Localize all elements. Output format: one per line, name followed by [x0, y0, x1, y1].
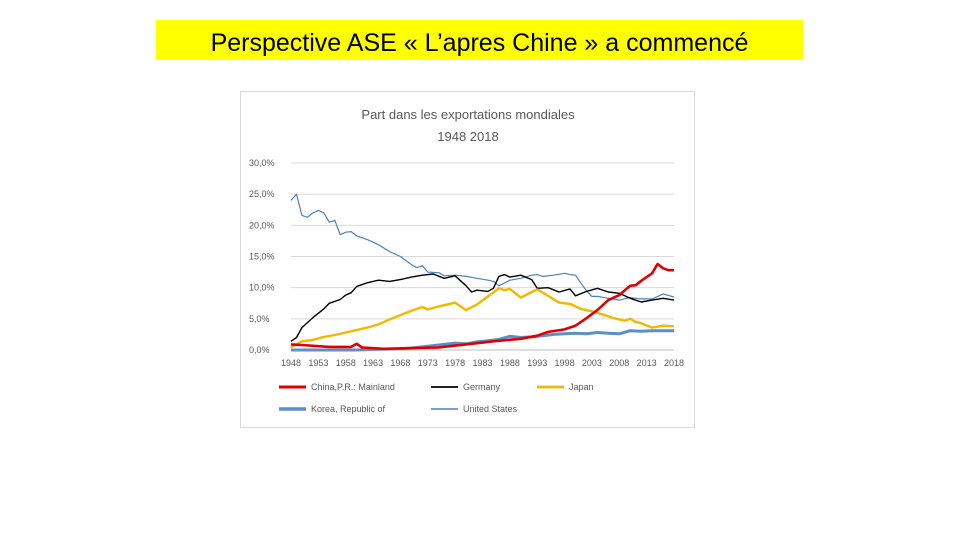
series-line-2	[290, 287, 675, 349]
series-line-0	[290, 262, 674, 351]
x-tick-label: 1948	[281, 358, 301, 368]
y-tick-label: 15,0%	[249, 252, 275, 262]
chart-subtitle: 1948 2018	[437, 129, 498, 144]
x-tick-label: 2013	[637, 358, 657, 368]
y-tick-label: 5,0%	[249, 314, 270, 324]
x-tick-label: 2008	[609, 358, 629, 368]
slide-title: Perspective ASE « L’apres Chine » a comm…	[156, 20, 803, 60]
legend-label: Germany	[463, 382, 501, 392]
x-tick-label: 2003	[582, 358, 602, 368]
y-tick-label: 20,0%	[249, 220, 275, 230]
legend-label: China,P.R.: Mainland	[311, 382, 395, 392]
x-tick-label: 1953	[308, 358, 328, 368]
axis-labels: 0,0% 5,0% 10,0% 15,0% 20,0% 25,0% 30,0% 1948 195…	[249, 158, 684, 368]
x-tick-label: 1968	[390, 358, 410, 368]
legend: China,P.R.: Mainland Germany Japan Korea, R…	[279, 382, 594, 414]
y-tick-label: 25,0%	[249, 189, 275, 199]
line-chart: Part dans les exportations mondiales 194…	[249, 107, 684, 414]
chart-title: Part dans les exportations mondiales	[361, 107, 575, 122]
x-tick-label: 1963	[363, 358, 383, 368]
series-line-4	[290, 193, 675, 301]
series-line-1	[290, 273, 675, 342]
legend-label: Japan	[569, 382, 594, 392]
chart-frame: Part dans les exportations mondiales 194…	[240, 91, 695, 428]
x-tick-label: 1978	[445, 358, 465, 368]
y-tick-label: 30,0%	[249, 158, 275, 168]
x-tick-label: 1983	[472, 358, 492, 368]
x-tick-label: 1988	[500, 358, 520, 368]
grid	[291, 162, 674, 351]
y-tick-label: 0,0%	[249, 345, 270, 355]
legend-label: United States	[463, 404, 518, 414]
x-tick-label: 1958	[336, 358, 356, 368]
legend-label: Korea, Republic of	[311, 404, 386, 414]
y-tick-label: 10,0%	[249, 283, 275, 293]
series-lines	[290, 193, 675, 352]
x-tick-label: 1973	[418, 358, 438, 368]
x-tick-label: 1998	[555, 358, 575, 368]
x-tick-label: 1993	[527, 358, 547, 368]
x-tick-label: 2018	[664, 358, 684, 368]
